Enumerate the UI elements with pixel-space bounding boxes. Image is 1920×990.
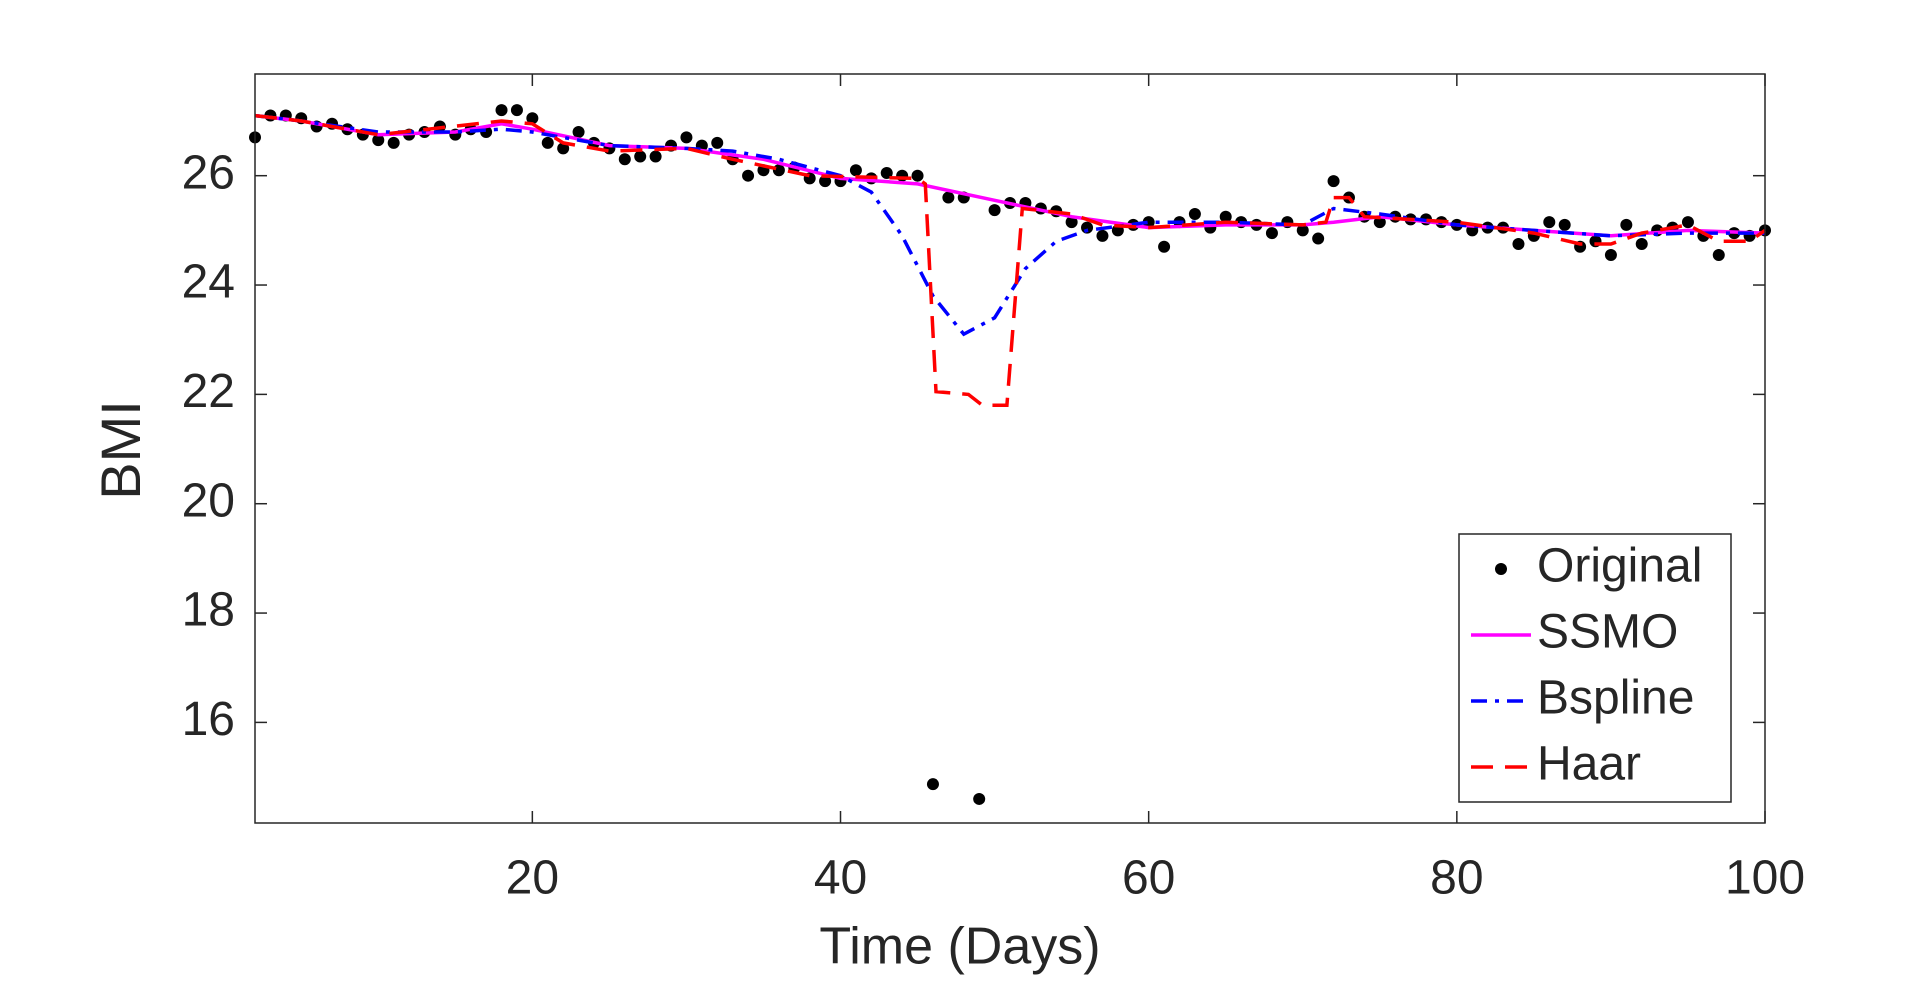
data-point: [1081, 221, 1094, 234]
data-point: [1219, 210, 1232, 223]
line-series: [254, 113, 1767, 408]
data-point: [387, 136, 400, 149]
legend-label: Bspline: [1537, 672, 1694, 725]
data-point: [557, 142, 570, 155]
y-tick-label: 20: [182, 474, 235, 527]
data-point: [1558, 218, 1571, 231]
data-point: [988, 204, 1001, 217]
data-point: [680, 131, 693, 144]
data-point: [1543, 216, 1556, 229]
data-point: [926, 778, 939, 791]
data-point: [1096, 229, 1109, 242]
legend-box: [1458, 533, 1732, 803]
data-point: [1296, 224, 1309, 237]
data-point: [572, 125, 585, 138]
data-point: [742, 169, 755, 182]
data-point: [1620, 218, 1633, 231]
legend-marker: [1495, 563, 1507, 575]
data-point: [1158, 240, 1171, 253]
legend-label: Haar: [1537, 738, 1641, 791]
x-tick-label: 40: [814, 852, 867, 905]
data-point: [896, 169, 909, 182]
data-point: [541, 136, 554, 149]
y-tick-label: 16: [182, 693, 235, 746]
line-series: [254, 113, 1766, 238]
data-point: [634, 150, 647, 163]
data-point: [1681, 216, 1694, 229]
data-point: [772, 164, 785, 177]
data-point: [711, 136, 724, 149]
x-axis-label: Time (Days): [819, 918, 1100, 976]
y-axis-label: BMI: [89, 400, 152, 500]
data-point: [1635, 238, 1648, 251]
data-point: [1327, 175, 1340, 188]
legend-label: Original: [1537, 540, 1702, 593]
data-point: [526, 112, 539, 125]
data-point: [372, 134, 385, 147]
data-point: [1512, 238, 1525, 251]
data-point: [1265, 227, 1278, 240]
y-tick-label: 18: [182, 584, 235, 637]
y-tick-label: 22: [182, 365, 235, 418]
x-tick-label: 20: [506, 852, 559, 905]
data-point: [1712, 248, 1725, 261]
x-tick-label: 60: [1122, 852, 1175, 905]
y-tick-label: 24: [182, 256, 235, 309]
data-point: [819, 175, 832, 188]
data-point: [1142, 216, 1155, 229]
data-point: [849, 164, 862, 177]
y-tick-label: 26: [182, 146, 235, 199]
data-point: [1065, 216, 1078, 229]
data-point: [649, 150, 662, 163]
data-point: [495, 104, 508, 117]
data-point: [1604, 248, 1617, 261]
axes-box: [254, 73, 1766, 824]
data-point: [510, 104, 523, 117]
data-point: [973, 792, 986, 805]
data-point: [1312, 232, 1325, 245]
x-tick-label: 80: [1430, 852, 1483, 905]
data-point: [942, 191, 955, 204]
legend-label: SSMO: [1537, 606, 1678, 659]
data-point: [1188, 207, 1201, 220]
data-point: [911, 169, 924, 182]
x-tick-label: 100: [1725, 852, 1805, 905]
data-point: [618, 153, 631, 166]
